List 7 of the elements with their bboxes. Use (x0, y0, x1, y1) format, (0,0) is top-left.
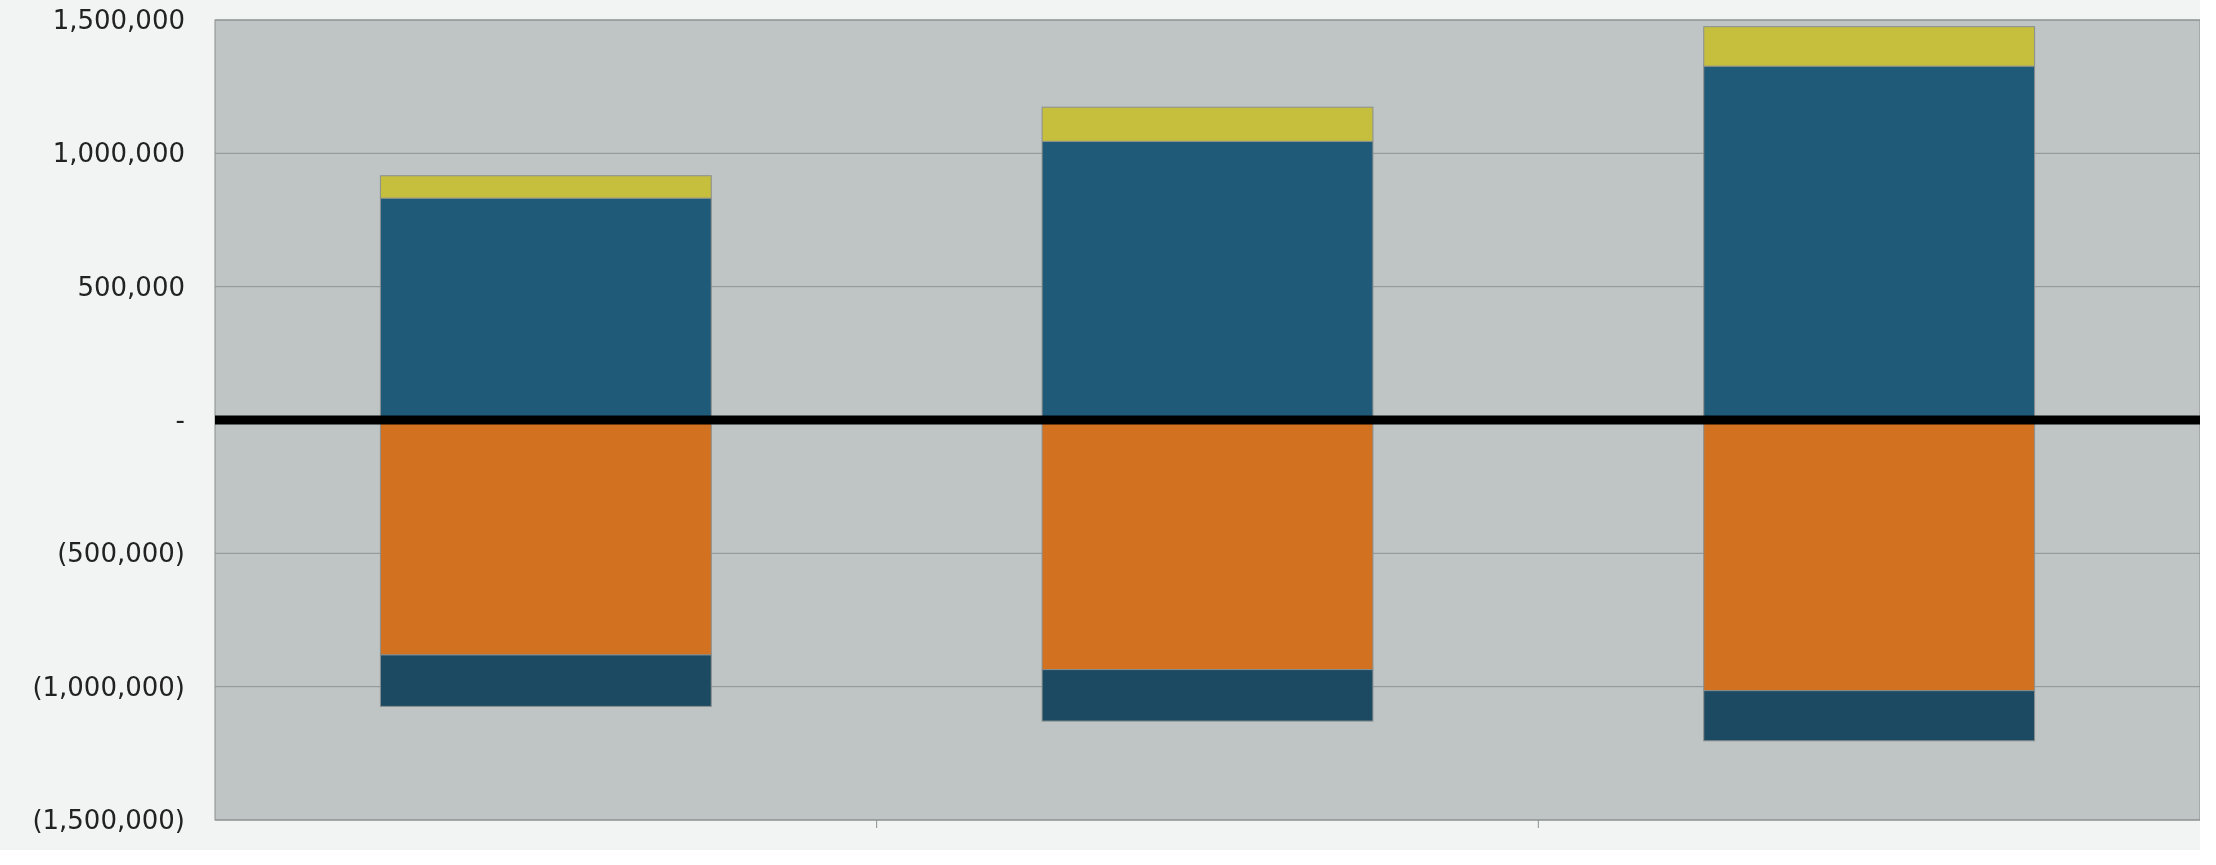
y-tick-label: 500,000 (77, 271, 185, 302)
y-tick-label: 1,500,000 (52, 5, 185, 36)
y-tick-label: (1,000,000) (32, 671, 185, 702)
y-tick-label: 1,000,000 (52, 138, 185, 169)
y-tick-label: - (175, 405, 185, 436)
y-tick-label: (500,000) (57, 538, 185, 569)
y-tick-label: (1,500,000) (32, 805, 185, 836)
